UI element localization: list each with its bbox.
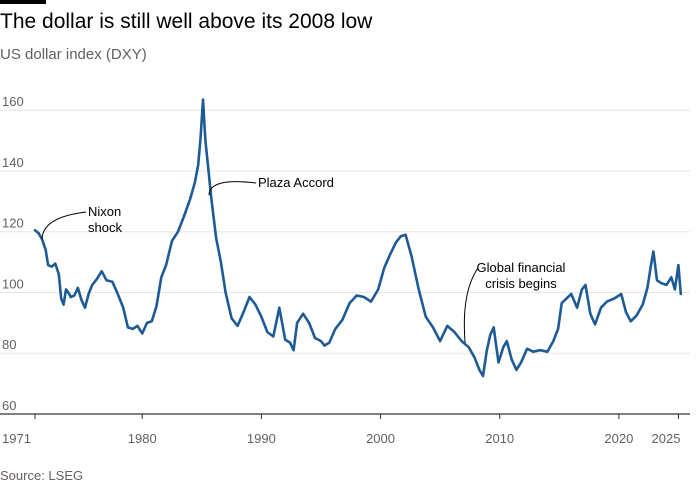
x-tick-label-2000: 2000 <box>366 431 395 446</box>
x-tick-label-1990: 1990 <box>247 431 276 446</box>
annotation-text-2-1: crisis begins <box>485 276 557 291</box>
y-axis: 60 80 100 120 140 160 <box>2 94 24 413</box>
series-line-0 <box>33 98 683 378</box>
x-tick-label-2020: 2020 <box>604 431 633 446</box>
annotation-leader-1 <box>208 181 257 196</box>
grid-lines <box>0 109 690 415</box>
annotation-text-1-0: Plaza Accord <box>258 175 334 190</box>
x-tick-label-1971: 1971 <box>2 431 31 446</box>
y-tick-label-100: 100 <box>2 276 24 291</box>
chart-subtitle: US dollar index (DXY) <box>0 46 147 63</box>
y-tick-label-160: 160 <box>2 94 24 109</box>
chart-title: The dollar is still well above its 2008 … <box>0 10 373 33</box>
source-note: Source: LSEG <box>0 468 84 483</box>
series-layer <box>33 98 683 378</box>
annotation-text-0-1: shock <box>88 220 122 235</box>
annotation-leader-2 <box>463 267 479 343</box>
x-tick-label-1980: 1980 <box>128 431 157 446</box>
annotation-text-0-0: Nixon <box>88 204 121 219</box>
annotation-leader-0 <box>41 211 87 240</box>
y-tick-label-60: 60 <box>2 398 16 413</box>
y-tick-label-120: 120 <box>2 216 24 231</box>
x-tick-label-2010: 2010 <box>485 431 514 446</box>
x-tick-label-2025: 2025 <box>652 431 681 446</box>
x-axis: 1971 1980 1990 2000 2010 2020 2025 <box>2 414 680 446</box>
y-tick-label-140: 140 <box>2 155 24 170</box>
annotation-text-2-0: Global financial <box>477 260 566 275</box>
y-tick-label-80: 80 <box>2 337 16 352</box>
brand-bar <box>0 0 46 4</box>
